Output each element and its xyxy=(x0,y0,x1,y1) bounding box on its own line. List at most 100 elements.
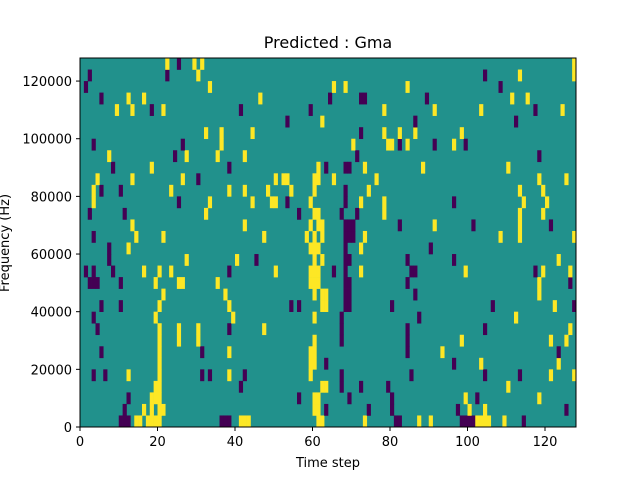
heatmap-cell xyxy=(475,392,480,405)
heatmap-cell xyxy=(541,184,546,197)
x-tick-label: 80 xyxy=(382,435,399,450)
heatmap-cell xyxy=(312,230,317,243)
heatmap-cell xyxy=(432,104,437,116)
heatmap-cell xyxy=(366,403,371,416)
heatmap-cell xyxy=(467,415,472,428)
heatmap-cell xyxy=(324,403,329,416)
heatmap-cell xyxy=(483,323,488,336)
heatmap-cell xyxy=(83,81,89,93)
heatmap-cell xyxy=(324,357,329,370)
y-tick-label: 40000 xyxy=(31,306,72,321)
heatmap-cell xyxy=(107,242,112,255)
heatmap-cell xyxy=(312,277,317,289)
heatmap-cell xyxy=(180,138,185,151)
heatmap-cell xyxy=(99,346,104,359)
heatmap-cell xyxy=(343,230,348,243)
heatmap-cell xyxy=(331,265,337,278)
heatmap-cell xyxy=(339,323,344,336)
heatmap-cell xyxy=(355,207,360,220)
heatmap-cell xyxy=(289,300,294,312)
heatmap-cell xyxy=(359,380,364,393)
heatmap-cell xyxy=(157,300,162,312)
heatmap-cell xyxy=(316,219,321,232)
x-tick-label: 100 xyxy=(455,435,480,450)
x-axis: 0 20 40 60 80 100 120 xyxy=(76,427,558,450)
x-tick-label: 120 xyxy=(533,435,558,450)
heatmap-cell xyxy=(556,346,561,359)
heatmap-cell xyxy=(308,357,313,370)
heatmap-cell xyxy=(142,403,147,416)
heatmap-cell xyxy=(405,323,410,336)
heatmap-cell xyxy=(537,277,542,289)
heatmap-cell xyxy=(308,196,313,209)
heatmap-cell xyxy=(483,69,488,82)
heatmap-cell xyxy=(382,127,387,140)
heatmap-cell xyxy=(517,207,523,220)
heatmap-cell xyxy=(413,288,418,301)
heatmap-cell xyxy=(479,415,484,428)
heatmap-cell xyxy=(537,288,542,301)
heatmap-cell xyxy=(126,392,131,405)
heatmap-cell xyxy=(390,300,395,312)
heatmap-cell xyxy=(196,69,201,82)
heatmap-cell xyxy=(362,415,368,428)
heatmap-cell xyxy=(343,161,348,174)
heatmap-cell xyxy=(91,277,96,289)
heatmap-cell xyxy=(157,334,162,347)
heatmap-cell xyxy=(339,369,344,382)
heatmap-cell xyxy=(285,196,290,209)
heatmap-cell xyxy=(362,92,368,105)
heatmap-cell xyxy=(308,369,313,382)
heatmap-cell xyxy=(149,104,154,116)
plot-frame xyxy=(79,57,577,428)
heatmap-cell xyxy=(413,127,418,140)
heatmap-cell xyxy=(312,288,317,301)
heatmap-cell xyxy=(153,380,158,393)
y-tick-label: 80000 xyxy=(31,190,72,205)
heatmap-cell xyxy=(227,415,232,428)
heatmap-cell xyxy=(390,403,395,416)
heatmap-cell xyxy=(103,369,108,382)
heatmap-cell xyxy=(126,92,131,105)
heatmap-cell xyxy=(463,392,468,405)
heatmap-cell xyxy=(572,300,577,312)
heatmap-cell xyxy=(548,369,554,382)
heatmap-cell xyxy=(149,161,154,174)
heatmap-cell xyxy=(463,265,468,278)
x-tick-label: 0 xyxy=(76,435,84,450)
heatmap-cell xyxy=(537,150,542,163)
heatmap-cell xyxy=(572,69,577,82)
heatmap-cell xyxy=(502,415,507,428)
heatmap-cell xyxy=(355,150,360,163)
heatmap-cell xyxy=(227,265,232,278)
heatmap-cell xyxy=(316,161,321,174)
heatmap-cell xyxy=(421,161,426,174)
heatmap-cell xyxy=(149,415,154,428)
heatmap-cell xyxy=(432,219,437,232)
heatmap-cell xyxy=(506,161,511,174)
heatmap-cell xyxy=(525,92,530,105)
x-tick-label: 60 xyxy=(304,435,321,450)
heatmap-cell xyxy=(366,184,371,197)
heatmap-cell xyxy=(320,380,325,393)
heatmap-cell xyxy=(347,277,352,289)
heatmap-cell xyxy=(510,92,515,105)
heatmap-cell xyxy=(320,300,325,312)
heatmap-cell xyxy=(479,104,484,116)
heatmap-cell xyxy=(157,403,162,416)
heatmap-cell xyxy=(312,254,317,266)
heatmap-cell xyxy=(343,196,348,209)
heatmap-cell xyxy=(157,380,162,393)
heatmap-cell xyxy=(347,161,352,174)
heatmap-cell xyxy=(413,265,418,278)
heatmap-cell xyxy=(169,184,174,197)
heatmap-cell xyxy=(142,92,147,105)
heatmap-cell xyxy=(157,357,162,370)
heatmap-cell xyxy=(409,369,414,382)
heatmap-cell xyxy=(273,196,278,209)
heatmap-cell xyxy=(111,161,116,174)
heatmap-cell xyxy=(320,230,325,243)
heatmap-cell xyxy=(107,254,112,266)
heatmap-cell xyxy=(145,415,151,428)
heatmap-cell xyxy=(405,346,410,359)
